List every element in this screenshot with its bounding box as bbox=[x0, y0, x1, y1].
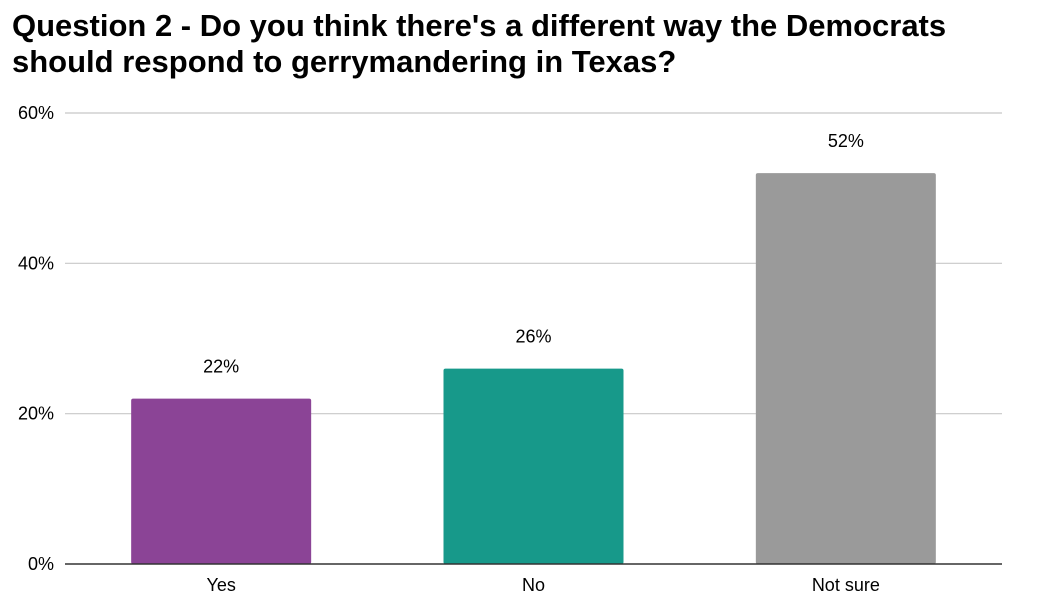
data-label: 22% bbox=[203, 357, 239, 377]
x-axis-ticks: Yes No Not sure bbox=[206, 575, 879, 595]
bar-yes bbox=[131, 398, 312, 564]
data-label: 26% bbox=[515, 327, 551, 347]
y-tick-label: 20% bbox=[18, 404, 54, 424]
chart-title: Question 2 - Do you think there's a diff… bbox=[12, 8, 947, 79]
y-axis-ticks: 0% 20% 40% 60% bbox=[18, 103, 54, 574]
x-tick-label: No bbox=[522, 575, 545, 595]
x-tick-label: Yes bbox=[206, 575, 235, 595]
y-tick-label: 0% bbox=[28, 554, 54, 574]
y-tick-label: 60% bbox=[18, 103, 54, 123]
bar-not-sure bbox=[755, 173, 936, 564]
data-label: 52% bbox=[828, 131, 864, 151]
bar-no bbox=[443, 368, 624, 564]
y-tick-label: 40% bbox=[18, 253, 54, 273]
bars bbox=[131, 173, 936, 564]
data-labels: 22% 26% 52% bbox=[203, 131, 864, 377]
x-tick-label: Not sure bbox=[812, 575, 880, 595]
